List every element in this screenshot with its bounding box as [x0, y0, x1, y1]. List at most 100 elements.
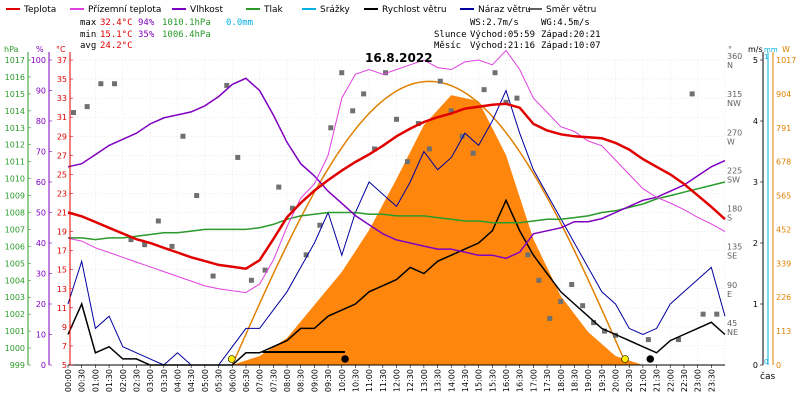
x-tick-label: 01:00	[91, 369, 100, 392]
rain-tick-label: 0	[764, 358, 768, 366]
x-tick-label: 17:30	[543, 369, 552, 392]
celsius-tick-label: 33	[57, 94, 67, 103]
solar-tick-label: 678	[776, 158, 791, 167]
celsius-tick-label: 9	[62, 323, 67, 332]
legend-label: Tlak	[263, 5, 284, 15]
direction-tick-label: 225	[727, 166, 742, 175]
sun-set: Západ:20:21	[541, 30, 601, 40]
direction-point	[155, 218, 161, 224]
x-tick-label: 21:30	[653, 369, 662, 392]
x-tick-label: 14:00	[447, 369, 456, 392]
direction-point	[700, 311, 706, 317]
solar-max-curve	[231, 80, 628, 366]
solar-axis-unit: W	[782, 45, 790, 54]
x-tick-label: 18:00	[557, 369, 566, 392]
celsius-tick-label: 7	[62, 342, 67, 351]
direction-dir-label: SE	[727, 252, 737, 261]
direction-dir-label: NW	[727, 99, 741, 108]
x-tick-label: 07:30	[269, 369, 278, 392]
direction-dir-label: E	[727, 290, 732, 299]
x-tick-label: 12:00	[393, 369, 402, 392]
celsius-tick-label: 23	[57, 189, 67, 198]
direction-point	[448, 108, 454, 114]
hpa-tick-label: 1000	[5, 344, 25, 353]
direction-axis-unit: °	[728, 45, 732, 54]
direction-point	[470, 150, 476, 156]
direction-point	[98, 81, 104, 87]
hpa-tick-label: 1010	[5, 175, 25, 184]
x-tick-label: 17:00	[529, 369, 538, 392]
moon-rise: Východ:21:16	[470, 41, 535, 51]
direction-tick-label: 90	[727, 281, 737, 290]
direction-dir-label: SW	[727, 175, 740, 184]
chart-title: 16.8.2022	[365, 51, 433, 65]
direction-point	[675, 337, 681, 343]
hpa-tick-label: 1017	[5, 56, 25, 65]
direction-point	[645, 337, 651, 343]
direction-point	[558, 298, 564, 304]
wind-tick-label: 5	[753, 56, 758, 65]
pct-tick-label: 90	[36, 87, 46, 96]
direction-point	[383, 70, 389, 76]
direction-tick-label: 45	[727, 319, 737, 328]
celsius-tick-label: 11	[57, 304, 67, 313]
solar-tick-label: 452	[776, 225, 791, 234]
sun-rise: Východ:05:59	[470, 30, 535, 40]
x-axis-label: čas	[760, 371, 775, 382]
legend-label: Rychlost větru	[382, 5, 447, 15]
legend-item: Srážky	[302, 5, 351, 15]
direction-point	[689, 91, 695, 97]
direction-dir-label: N	[727, 61, 733, 70]
pct-tick-label: 40	[36, 239, 46, 248]
direction-point	[210, 273, 216, 279]
x-tick-label: 08:30	[297, 369, 306, 392]
direction-point	[503, 99, 509, 105]
x-tick-label: 01:30	[105, 369, 114, 392]
series-line	[67, 89, 726, 366]
stats-max-hum: 94%	[138, 18, 155, 28]
direction-dir-label: S	[727, 214, 732, 223]
stats-avg-label: avg	[80, 41, 96, 51]
direction-point	[128, 237, 134, 243]
x-tick-label: 12:30	[406, 369, 415, 392]
moonrise-marker	[646, 355, 655, 363]
hpa-tick-label: 1002	[5, 310, 25, 319]
direction-point	[481, 87, 487, 93]
celsius-tick-label: 5	[62, 361, 67, 370]
direction-point	[547, 315, 553, 321]
direction-dir-label: NE	[727, 328, 738, 337]
hpa-tick-label: 1006	[5, 242, 25, 251]
legend-label: Srážky	[320, 5, 351, 15]
sunset-marker	[621, 355, 629, 363]
stats-min-hum: 35%	[138, 30, 155, 40]
x-tick-label: 04:00	[174, 369, 183, 392]
direction-point	[194, 193, 200, 199]
wind-tick-label: 4	[753, 117, 758, 126]
sun-label: Slunce	[434, 30, 467, 40]
direction-tick-label: 135	[727, 243, 742, 252]
direction-point	[437, 78, 443, 84]
hpa-tick-label: 1004	[5, 276, 25, 285]
celsius-tick-label: 21	[57, 209, 67, 218]
celsius-tick-label: 37	[57, 56, 67, 65]
x-tick-label: 09:30	[324, 369, 333, 392]
x-tick-label: 20:00	[612, 369, 621, 392]
direction-point	[459, 133, 465, 139]
legend-item: Přízemní teplota	[70, 5, 161, 15]
stats-min-temp: 15.1°C	[100, 30, 133, 40]
x-tick-label: 06:00	[228, 369, 237, 392]
hpa-tick-label: 1012	[5, 141, 25, 150]
x-tick-label: 16:00	[502, 369, 511, 392]
celsius-tick-label: 27	[57, 151, 67, 160]
x-tick-label: 22:30	[680, 369, 689, 392]
solar-tick-label: 565	[776, 192, 791, 201]
direction-tick-label: 180	[727, 205, 742, 214]
direction-point	[70, 110, 76, 116]
x-tick-label: 03:00	[146, 369, 155, 392]
direction-point	[569, 282, 575, 288]
hpa-tick-label: 1016	[5, 73, 25, 82]
stats-max-temp: 32.4°C	[100, 18, 133, 28]
direction-point	[180, 133, 186, 139]
stats-max-press: 1010.1hPa	[162, 18, 211, 28]
plot-data	[67, 49, 726, 366]
